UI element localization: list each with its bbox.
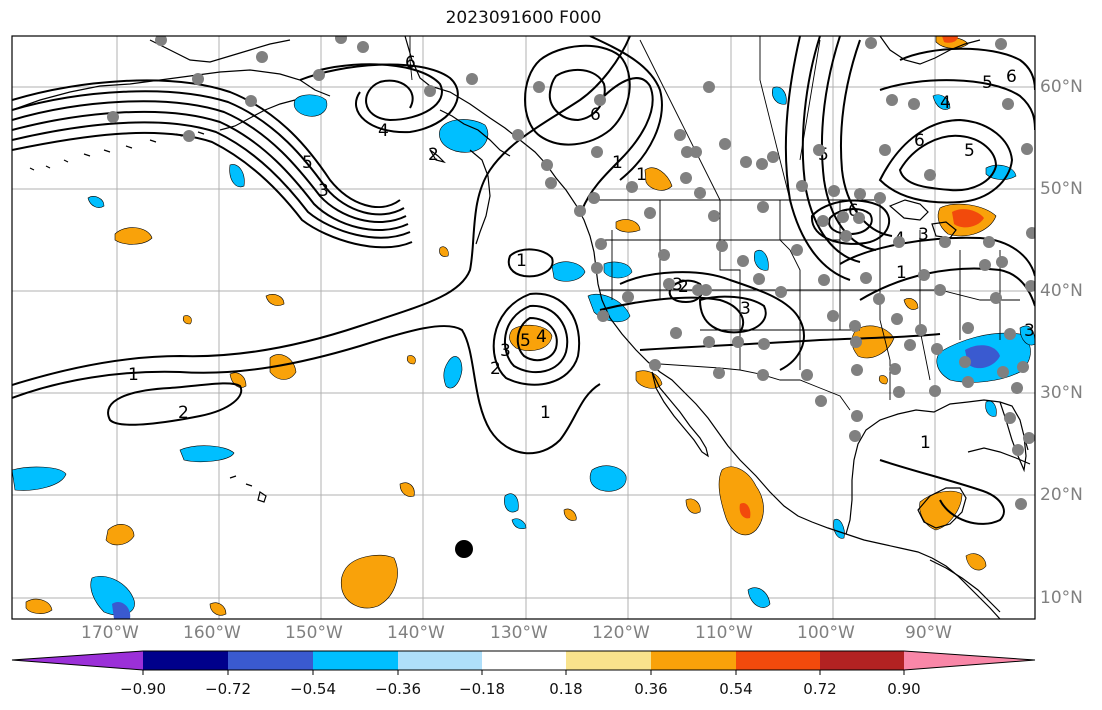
colorbar-segment (736, 651, 820, 670)
colorbar-segment (482, 651, 566, 670)
lon-label: 90°W (905, 623, 952, 643)
lon-label: 140°W (387, 623, 445, 643)
contour-label: 1 (516, 251, 527, 271)
colorbar-tick-label: −0.36 (375, 680, 421, 698)
center-marker (455, 540, 473, 558)
contour-label: 1 (920, 433, 931, 453)
colorbar-segment (143, 651, 228, 670)
lat-label: 10°N (1040, 588, 1083, 608)
contour-label: 6 (590, 105, 601, 125)
contour-label: 6 (1006, 67, 1017, 87)
contour-label: 3 (740, 299, 751, 319)
lat-label: 60°N (1040, 77, 1083, 97)
contour-label: 1 (128, 365, 139, 385)
colorbar-segment (398, 651, 482, 670)
contour-label: 1 (636, 165, 647, 185)
colorbar-segment (228, 651, 313, 670)
colorbar-tick-label: −0.72 (205, 680, 251, 698)
colorbar (11, 650, 1036, 675)
contour-label: 2 (678, 277, 689, 297)
contour-label: 5 (964, 141, 975, 161)
colorbar-segment (566, 651, 651, 670)
colorbar-left-arrow (12, 651, 143, 670)
lon-label: 110°W (695, 623, 753, 643)
contour-label: 1 (612, 153, 623, 173)
contour-label: 6 (405, 53, 416, 73)
colorbar-tick-label: −0.18 (459, 680, 505, 698)
colorbar-tick-label: 0.72 (803, 680, 837, 698)
contour-label: 5 (520, 331, 531, 351)
contour-label: 5 (302, 153, 313, 173)
contour-label: 6 (848, 201, 859, 221)
colorbar-tick-label: 0.18 (549, 680, 583, 698)
contour-label: 5 (818, 145, 829, 165)
lat-label: 40°N (1040, 281, 1083, 301)
lon-label: 120°W (592, 623, 650, 643)
colorbar-right-arrow (904, 651, 1035, 670)
colorbar-tick-label: 0.90 (887, 680, 921, 698)
contour-label: 2 (490, 359, 501, 379)
lon-label: 150°W (285, 623, 343, 643)
colorbar-segment (651, 651, 736, 670)
contour-label: 2 (178, 403, 189, 423)
lon-label: 160°W (183, 623, 241, 643)
strong-positive-fills (739, 36, 984, 519)
colorbar-tick-label: 0.36 (634, 680, 668, 698)
colorbar-segment (820, 651, 904, 670)
map-title: 2023091600 F000 (445, 8, 602, 28)
contour-label: 3 (1024, 321, 1035, 341)
contour-label: 4 (940, 93, 951, 113)
map-frame (11, 35, 1036, 620)
contour-label: 3 (672, 275, 683, 295)
lon-label: 170°W (81, 623, 139, 643)
contour-label: 3 (918, 225, 929, 245)
lat-label: 30°N (1040, 383, 1083, 403)
lon-label: 100°W (797, 623, 855, 643)
contour-label: 2 (428, 145, 439, 165)
contour-label: 6 (914, 131, 925, 151)
positive-anomaly-fills (25, 36, 997, 616)
station-markers (107, 36, 1035, 510)
colorbar-tick-label: 0.54 (719, 680, 753, 698)
contour-label: 1 (540, 403, 551, 423)
contour-label: 5 (982, 73, 993, 93)
strong-negative-fills (112, 345, 1000, 619)
contour-label: 4 (536, 327, 547, 347)
contour-label: 3 (318, 181, 329, 201)
lon-label: 130°W (490, 623, 548, 643)
colorbar-tick-label: −0.90 (120, 680, 166, 698)
contour-label: 4 (378, 121, 389, 141)
colorbar-tick-label: −0.54 (290, 680, 336, 698)
contour-label: 1 (896, 263, 907, 283)
lat-label: 50°N (1040, 179, 1083, 199)
contour-label: 3 (500, 341, 511, 361)
lat-label: 20°N (1040, 485, 1083, 505)
colorbar-segment (313, 651, 398, 670)
